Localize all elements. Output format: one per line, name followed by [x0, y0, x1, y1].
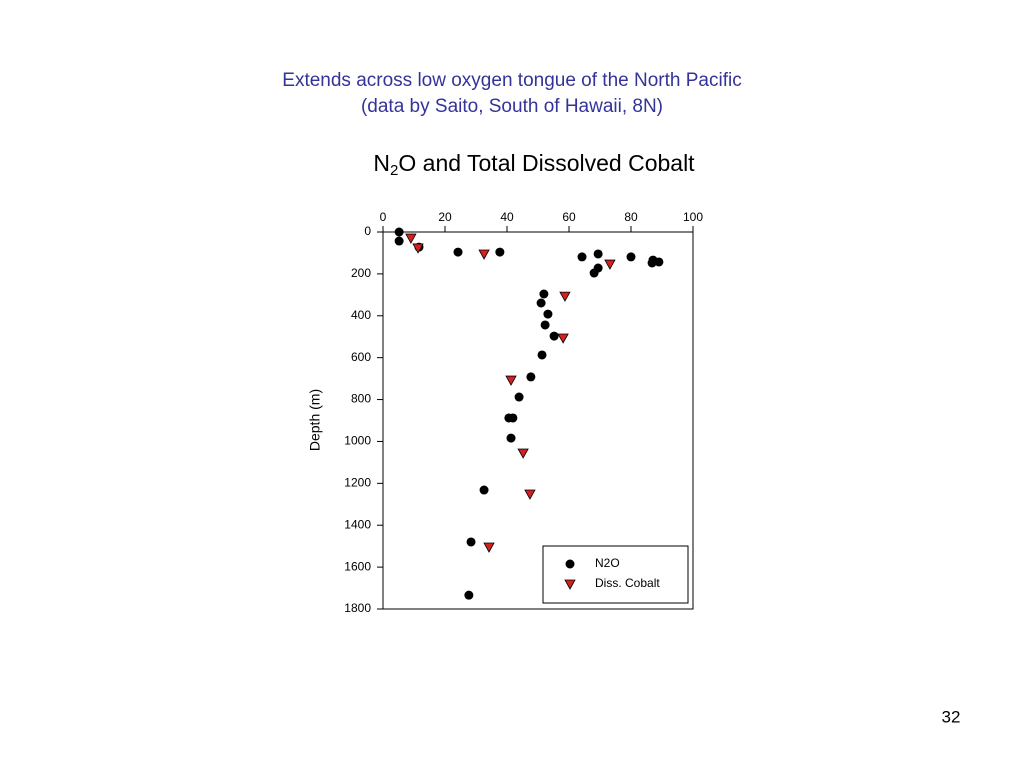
- data-point: [540, 320, 550, 330]
- data-point: [654, 257, 664, 267]
- data-point: [526, 372, 536, 382]
- data-point: [647, 258, 657, 268]
- chart-title-part: N: [373, 150, 390, 176]
- y-tick-label: 1400: [344, 517, 371, 531]
- data-point: [466, 537, 476, 547]
- data-point: [479, 485, 489, 495]
- y-tick-label: 1000: [344, 434, 371, 448]
- data-point: [394, 227, 404, 237]
- y-tick-label: 400: [351, 308, 371, 322]
- chart-title: N2O and Total Dissolved Cobalt: [373, 150, 695, 179]
- x-tick-label: 100: [683, 210, 703, 224]
- x-tick-label: 80: [624, 210, 638, 224]
- legend-marker: [564, 579, 576, 590]
- y-axis-label: Depth (m): [307, 389, 323, 451]
- data-point: [412, 243, 424, 254]
- data-point: [508, 413, 518, 423]
- data-point: [539, 289, 549, 299]
- data-point: [405, 233, 417, 244]
- y-tick-label: 800: [351, 392, 371, 406]
- data-point: [514, 392, 524, 402]
- data-point: [537, 350, 547, 360]
- data-point: [505, 375, 517, 386]
- data-point: [478, 249, 490, 260]
- data-point: [495, 247, 505, 257]
- chart-title-part: O and Total Dissolved Cobalt: [398, 150, 695, 176]
- y-tick-label: 0: [364, 224, 371, 238]
- data-point: [577, 252, 587, 262]
- data-point: [506, 433, 516, 443]
- data-point: [589, 268, 599, 278]
- page-number: 32: [942, 707, 961, 726]
- slide-title: Extends across low oxygen tongue of the …: [282, 70, 741, 91]
- legend-label: Diss. Cobalt: [595, 576, 660, 590]
- legend-label: N2O: [595, 556, 620, 570]
- y-tick-label: 600: [351, 350, 371, 364]
- plot-frame: [382, 231, 694, 610]
- data-point: [549, 331, 559, 341]
- legend-box: [542, 545, 689, 604]
- data-point: [557, 333, 569, 344]
- x-tick-label: 60: [562, 210, 576, 224]
- data-point: [593, 249, 603, 259]
- x-tick-label: 0: [380, 210, 387, 224]
- y-tick-label: 200: [351, 266, 371, 280]
- chart-title-sub: 2: [390, 162, 398, 179]
- data-point: [524, 489, 536, 500]
- data-point: [626, 252, 636, 262]
- legend-marker: [565, 559, 575, 569]
- x-tick-label: 20: [438, 210, 452, 224]
- data-point: [464, 590, 474, 600]
- x-tick-label: 40: [500, 210, 514, 224]
- slide-title: (data by Saito, South of Hawaii, 8N): [361, 96, 663, 117]
- y-tick-label: 1600: [344, 559, 371, 573]
- y-tick-label: 1800: [344, 601, 371, 615]
- y-tick-label: 1200: [344, 476, 371, 490]
- data-point: [559, 291, 571, 302]
- data-point: [543, 309, 553, 319]
- data-point: [453, 247, 463, 257]
- data-point: [604, 259, 616, 270]
- data-point: [517, 448, 529, 459]
- data-point: [483, 542, 495, 553]
- data-point: [536, 298, 546, 308]
- data-point: [394, 236, 404, 246]
